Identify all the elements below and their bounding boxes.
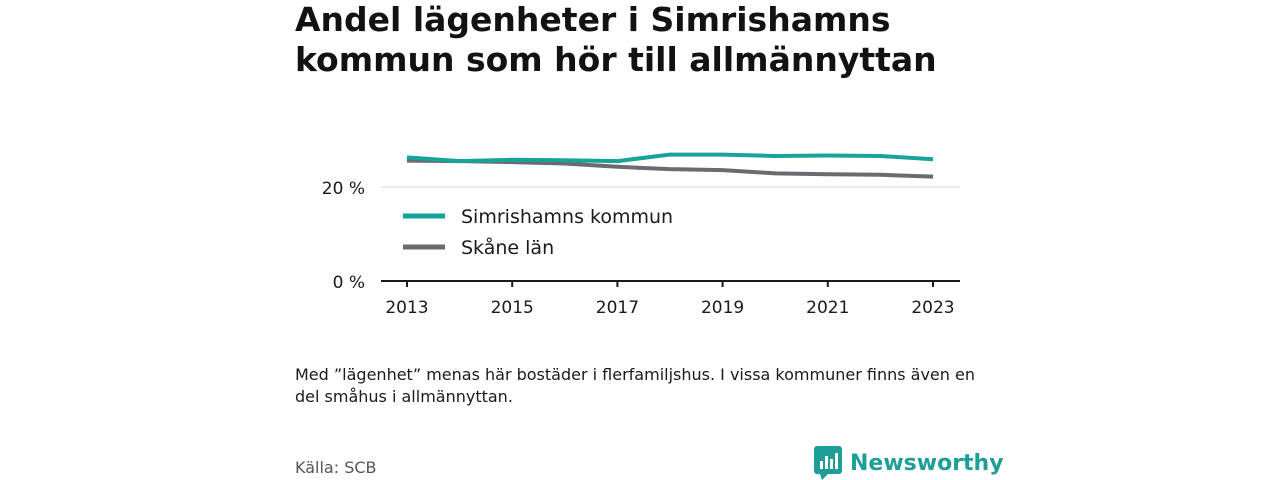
brand-logo[interactable]: Newsworthy <box>814 446 1004 480</box>
x-tick-label: 2015 <box>491 298 534 318</box>
brand-name: Newsworthy <box>850 450 1004 476</box>
x-tick-label: 2013 <box>385 298 428 318</box>
series-line-simrishamn <box>406 152 934 164</box>
y-tick-label: 0 % <box>333 273 365 293</box>
line-chart: 0 % 20 % 2013 2015 2017 2019 2021 2023 Simrisham… <box>322 152 960 318</box>
newsworthy-logo-icon <box>814 446 842 480</box>
legend-label: Simrishamns kommun <box>461 206 673 228</box>
x-tick-label: 2021 <box>806 298 849 318</box>
chart-title: Andel lägenheter i Simrishamns kommun so… <box>295 0 937 79</box>
x-tick-label: 2017 <box>596 298 639 318</box>
chart-note: Med ”lägenhet” menas här bostäder i fler… <box>295 365 975 406</box>
x-tick-label: 2019 <box>701 298 744 318</box>
y-tick-label: 20 % <box>322 179 365 199</box>
legend-label: Skåne län <box>461 236 554 259</box>
series-line-skane <box>406 158 934 179</box>
source-label: Källa: SCB <box>295 458 377 477</box>
x-tick-label: 2023 <box>911 298 954 318</box>
